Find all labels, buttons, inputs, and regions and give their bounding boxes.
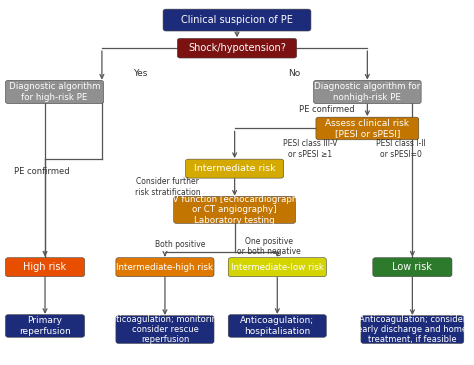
Text: Intermediate-low risk: Intermediate-low risk	[231, 263, 324, 272]
FancyBboxPatch shape	[116, 258, 214, 277]
FancyBboxPatch shape	[6, 258, 84, 277]
FancyBboxPatch shape	[373, 258, 452, 277]
Text: Diagnostic algorithm for
nonhigh-risk PE: Diagnostic algorithm for nonhigh-risk PE	[314, 82, 420, 102]
Text: High risk: High risk	[24, 262, 66, 272]
FancyBboxPatch shape	[316, 117, 419, 140]
Text: Assess clinical risk
[PESI or sPESI]: Assess clinical risk [PESI or sPESI]	[325, 119, 410, 138]
Text: Primary
reperfusion: Primary reperfusion	[19, 316, 71, 336]
Text: Consider further
risk stratification: Consider further risk stratification	[135, 177, 200, 197]
Text: Anticoagulation; consider
early discharge and home
treatment, if feasible: Anticoagulation; consider early discharg…	[357, 315, 467, 345]
FancyBboxPatch shape	[163, 9, 311, 31]
FancyBboxPatch shape	[228, 315, 326, 337]
Text: Intermediate-high risk: Intermediate-high risk	[117, 263, 213, 272]
Text: PE confirmed: PE confirmed	[299, 105, 354, 114]
Text: PE confirmed: PE confirmed	[14, 167, 70, 176]
FancyBboxPatch shape	[173, 196, 296, 223]
FancyBboxPatch shape	[177, 38, 297, 58]
FancyBboxPatch shape	[6, 80, 104, 104]
Text: No: No	[288, 69, 300, 77]
FancyBboxPatch shape	[6, 315, 84, 337]
Text: Yes: Yes	[133, 69, 147, 77]
FancyBboxPatch shape	[116, 316, 214, 343]
Text: PESI class III-V
or sPESI ≥1: PESI class III-V or sPESI ≥1	[283, 139, 337, 159]
Text: Diagnostic algorithm
for high-risk PE: Diagnostic algorithm for high-risk PE	[9, 82, 100, 102]
Text: PESI class I-II
or sPESI=0: PESI class I-II or sPESI=0	[376, 139, 425, 159]
FancyBboxPatch shape	[313, 80, 421, 104]
Text: RV function [echocardiography
or CT angiography]
Laboratory testing: RV function [echocardiography or CT angi…	[167, 195, 302, 225]
Text: Low risk: Low risk	[392, 262, 432, 272]
Text: Anticoagulation;
hospitalisation: Anticoagulation; hospitalisation	[240, 316, 314, 336]
Text: Shock/hypotension?: Shock/hypotension?	[188, 43, 286, 53]
FancyBboxPatch shape	[185, 159, 283, 178]
Text: One positive
or both negative: One positive or both negative	[237, 237, 301, 256]
Text: Anticoagulation; monitoring;
consider rescue
reperfusion: Anticoagulation; monitoring; consider re…	[105, 315, 225, 345]
Text: Both positive: Both positive	[155, 240, 205, 249]
Text: Clinical suspicion of PE: Clinical suspicion of PE	[181, 15, 293, 25]
Text: Intermediate risk: Intermediate risk	[194, 164, 275, 173]
FancyBboxPatch shape	[228, 258, 326, 277]
FancyBboxPatch shape	[361, 316, 464, 343]
